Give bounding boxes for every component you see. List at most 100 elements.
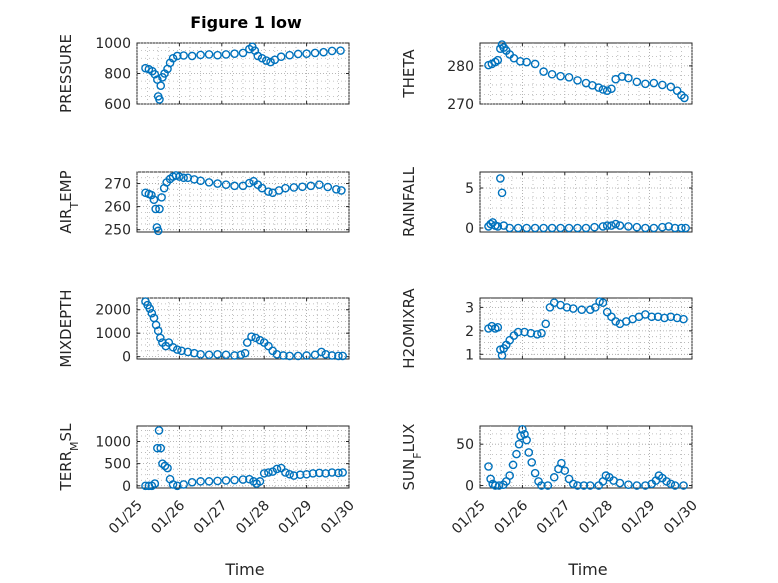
point-terr-msl-26 <box>264 468 273 477</box>
point-rainfall-1 <box>486 219 495 229</box>
point-pressure-19 <box>221 50 231 59</box>
ytick-label-h2omixra-2: 3 <box>465 300 474 316</box>
point-terr-msl-16 <box>204 477 214 486</box>
point-sun-flux-0 <box>484 462 493 471</box>
point-mixdepth-25 <box>251 333 261 343</box>
point-rainfall-20 <box>602 221 612 230</box>
series-theta <box>484 40 689 103</box>
point-mixdepth-24 <box>247 332 256 342</box>
ytick-label-theta-0: 270 <box>447 97 474 113</box>
subplot-rainfall: 0 5 RAINFALL <box>400 166 693 237</box>
point-pressure-12 <box>168 53 178 63</box>
point-sun-flux-19 <box>537 481 546 490</box>
point-pressure-20 <box>230 49 239 58</box>
y-axis-label-pressure: PRESSURE <box>57 34 75 113</box>
point-pressure-33 <box>302 49 311 58</box>
point-h2omixra-3 <box>493 323 503 332</box>
point-rainfall-32 <box>681 223 690 233</box>
point-mixdepth-36 <box>317 347 326 357</box>
point-air-temp-14 <box>175 172 184 181</box>
point-h2omixra-13 <box>532 330 542 339</box>
point-pressure-31 <box>285 50 294 60</box>
point-rainfall-24 <box>624 222 633 231</box>
y-axis-label-sun-flux: SUNFLUX <box>400 424 424 491</box>
point-terr-msl-25 <box>259 469 269 478</box>
ytick-label-terr-msl-1: 500 <box>104 457 131 473</box>
point-pressure-25 <box>253 51 263 61</box>
point-sun-flux-37 <box>632 481 642 490</box>
point-pressure-32 <box>293 49 303 59</box>
point-air-temp-21 <box>221 180 231 189</box>
point-theta-15 <box>556 71 565 81</box>
point-terr-msl-15 <box>196 477 205 486</box>
point-theta-29 <box>649 78 659 88</box>
point-terr-msl-14 <box>187 477 197 487</box>
point-air-temp-20 <box>213 179 222 188</box>
ytick-label-h2omixra-0: 1 <box>465 347 474 363</box>
point-theta-32 <box>672 86 682 95</box>
point-theta-14 <box>547 69 557 79</box>
xtick-label-right-2: 01/27 <box>534 498 574 538</box>
ytick-label-rainfall-0: 0 <box>465 221 474 237</box>
y-axis-label-theta: THETA <box>400 49 418 99</box>
point-terr-msl-31 <box>285 469 294 479</box>
point-air-temp-8 <box>157 193 166 202</box>
point-terr-msl-39 <box>334 468 343 478</box>
point-air-temp-34 <box>306 181 316 191</box>
ytick-label-air-temp-0: 250 <box>104 223 131 239</box>
xtick-label-left-3: 01/28 <box>233 498 273 538</box>
point-theta-28 <box>641 79 650 89</box>
point-rainfall-22 <box>611 219 620 229</box>
point-air-temp-28 <box>264 187 273 196</box>
point-sun-flux-20 <box>543 481 553 490</box>
point-theta-3 <box>493 55 503 65</box>
point-rainfall-18 <box>590 222 599 232</box>
point-mixdepth-34 <box>302 351 311 360</box>
series-terr-msl <box>141 426 347 491</box>
point-sun-flux-45 <box>670 481 680 490</box>
point-pressure-28 <box>266 57 275 67</box>
y-axis-label-terr-msl: TERRMSL <box>57 423 81 492</box>
point-mixdepth-22 <box>240 348 250 358</box>
subplot-air-temp: 250 260 270 AIRTEMP <box>57 170 350 239</box>
point-theta-21 <box>598 85 608 94</box>
point-air-temp-7 <box>155 204 164 214</box>
point-sun-flux-35 <box>615 478 625 488</box>
point-sun-flux-9 <box>512 449 521 459</box>
point-pressure-37 <box>336 46 345 55</box>
xtick-label-left-4: 01/29 <box>276 498 316 538</box>
point-terr-msl-37 <box>321 469 330 478</box>
xtick-label-left-5: 01/30 <box>318 498 358 538</box>
point-mixdepth-3 <box>147 308 157 318</box>
point-pressure-14 <box>179 51 188 60</box>
point-pressure-17 <box>204 50 214 59</box>
ytick-label-h2omixra-1: 2 <box>465 324 474 340</box>
grid-theta <box>479 43 693 105</box>
point-pressure-34 <box>310 48 320 58</box>
point-pressure-16 <box>196 50 205 60</box>
point-h2omixra-16 <box>545 303 555 312</box>
point-sun-flux-43 <box>662 477 671 486</box>
grid-air-temp <box>136 171 350 232</box>
xtick-label-left-1: 01/26 <box>148 497 188 537</box>
point-mixdepth-19 <box>221 350 231 360</box>
point-rainfall-16 <box>573 223 582 233</box>
xtick-label-right-3: 01/28 <box>576 498 616 538</box>
point-terr-msl-7 <box>158 459 167 468</box>
xtick-label-left-0: 01/25 <box>106 498 146 538</box>
point-h2omixra-26 <box>602 307 612 317</box>
point-air-temp-6 <box>153 226 163 236</box>
point-theta-30 <box>658 80 667 90</box>
point-theta-26 <box>624 73 633 83</box>
point-rainfall-21 <box>607 221 616 230</box>
ytick-label-sun-flux-0: 0 <box>465 479 474 495</box>
point-rainfall-4 <box>493 222 503 231</box>
point-sun-flux-24 <box>560 466 570 475</box>
point-mixdepth-26 <box>255 335 265 345</box>
point-h2omixra-15 <box>541 319 551 329</box>
point-sun-flux-23 <box>557 458 566 468</box>
point-rainfall-13 <box>547 223 557 233</box>
subplot-sun-flux: 0 50 01/25 01/26 01/27 01/28 01/29 01/30 SUNFLUX <box>400 424 701 538</box>
point-mixdepth-23 <box>242 338 252 347</box>
point-h2omixra-27 <box>607 312 616 322</box>
